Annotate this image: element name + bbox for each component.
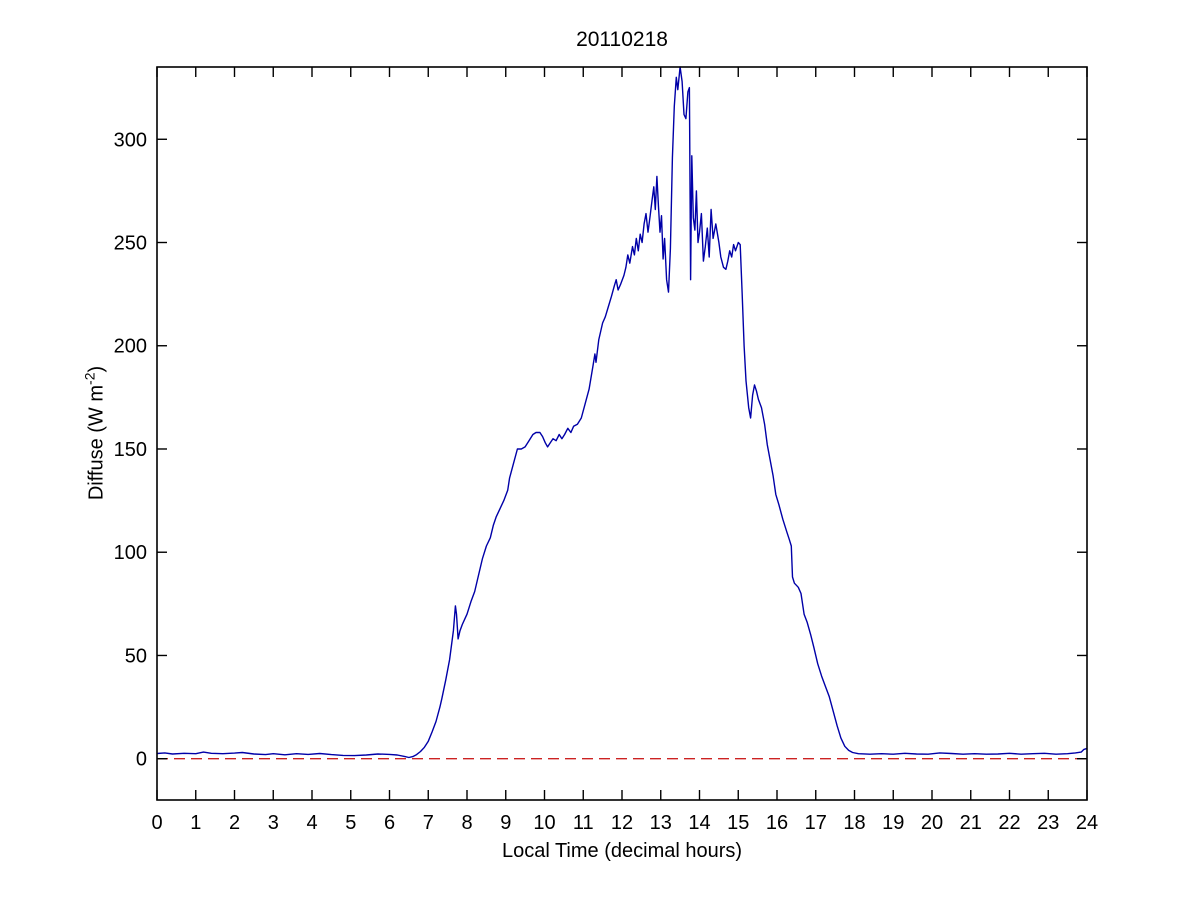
x-tick-label: 22 [998,812,1020,834]
x-tick-label: 13 [650,812,672,834]
x-tick-label: 23 [1037,812,1059,834]
x-tick-label: 3 [268,812,279,834]
x-tick-label: 24 [1076,812,1098,834]
x-tick-label: 10 [533,812,555,834]
x-tick-label: 2 [229,812,240,834]
x-tick-label: 0 [151,812,162,834]
x-tick-label: 18 [843,812,865,834]
x-tick-label: 16 [766,812,788,834]
x-tick-label: 20 [921,812,943,834]
y-tick-label: 200 [114,336,147,358]
y-axis-label-superscript: -2 [81,372,98,385]
y-tick-label: 300 [114,129,147,151]
x-tick-label: 8 [461,812,472,834]
x-tick-label: 5 [345,812,356,834]
x-tick-label: 1 [190,812,201,834]
x-tick-label: 7 [423,812,434,834]
y-tick-label: 250 [114,233,147,255]
x-tick-label: 14 [688,812,710,834]
y-tick-label: 100 [114,542,147,564]
y-tick-label: 150 [114,439,147,461]
x-tick-label: 12 [611,812,633,834]
y-tick-label: 0 [136,749,147,771]
diffuse-irradiance-line [156,66,1088,759]
y-axis-label-suffix: ) [85,365,108,373]
x-tick-label: 11 [573,812,594,834]
x-tick-label: 4 [306,812,317,834]
y-axis-label-text: Diffuse (W m [85,384,108,501]
x-axis-label: Local Time (decimal hours) [501,840,743,862]
x-tick-label: 6 [384,812,395,834]
x-tick-label: 15 [727,812,749,834]
chart-title: 20110218 [576,28,668,51]
x-tick-label: 19 [882,812,904,834]
x-tick-label: 9 [500,812,511,834]
y-tick-label: 50 [125,645,147,667]
x-tick-label: 17 [805,812,827,834]
plot-frame [156,66,1088,801]
x-tick-label: 21 [960,812,982,834]
